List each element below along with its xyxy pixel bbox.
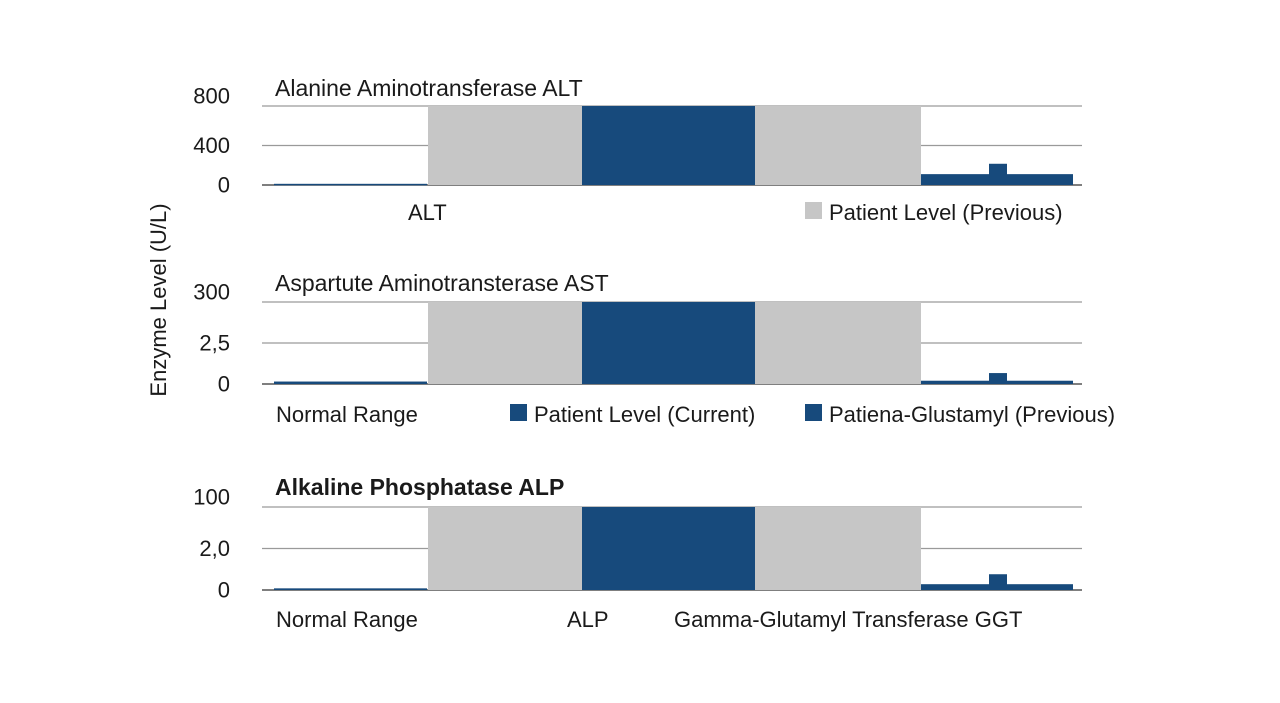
- panel-title: Aspartute Aminotransterase AST: [275, 270, 609, 296]
- bar-normal-range: [428, 106, 582, 185]
- legend-marker: [510, 404, 527, 421]
- bar-normal-range: [755, 507, 921, 590]
- bar-previous-level: [921, 380, 989, 384]
- y-tick-label: 2,0: [199, 536, 230, 561]
- y-axis-title: Enzyme Level (U/L): [146, 203, 171, 396]
- legend-marker: [805, 404, 822, 421]
- legend-label: ALP: [567, 607, 609, 632]
- bar-current-level: [582, 507, 755, 590]
- bar-previous-level: [989, 574, 1007, 590]
- y-tick-label: 100: [193, 485, 230, 510]
- legend-label: Patient Level (Current): [534, 402, 755, 427]
- bar-previous-level: [921, 584, 989, 590]
- panel-title: Alanine Aminotransferase ALT: [275, 75, 583, 101]
- y-tick-label: 0: [218, 372, 230, 397]
- bar-low-value: [274, 588, 362, 590]
- legend-label: Normal Range: [276, 402, 418, 427]
- legend-label: Gamma-Glutamyl Transferase GGT: [674, 607, 1022, 632]
- chart-panel-1: 800 400 0 Alanine Aminotransferase ALT ALT Pa…: [193, 75, 1082, 225]
- bar-previous-level: [1007, 174, 1073, 185]
- bar-previous-level: [921, 174, 989, 185]
- bar-normal-range: [428, 302, 582, 384]
- bar-low-value: [362, 183, 427, 186]
- bar-normal-range: [428, 507, 582, 590]
- bar-low-value: [274, 381, 362, 384]
- bar-current-level: [582, 106, 755, 185]
- bar-normal-range: [755, 302, 921, 384]
- bar-low-value: [274, 183, 362, 186]
- y-tick-label: 300: [193, 280, 230, 305]
- bar-previous-level: [1007, 584, 1073, 590]
- panel-title: Alkaline Phosphatase ALP: [275, 474, 564, 500]
- chart-panel-2: 300 2,5 0 Aspartute Aminotransterase AST Nor…: [193, 270, 1115, 427]
- chart-panel-3: 100 2,0 0 Alkaline Phosphatase ALP Normal Ra…: [193, 474, 1082, 632]
- legend-label: ALT: [408, 200, 447, 225]
- y-tick-label: 2,5: [199, 331, 230, 356]
- y-tick-label: 0: [218, 578, 230, 603]
- y-tick-label: 400: [193, 133, 230, 158]
- bar-normal-range: [755, 106, 921, 185]
- legend-label: Patient Level (Previous): [829, 200, 1063, 225]
- legend-label: Patiena-Glustamyl (Previous): [829, 402, 1115, 427]
- bar-previous-level: [989, 163, 1007, 185]
- y-tick-label: 0: [218, 173, 230, 198]
- bar-low-value: [362, 381, 427, 384]
- bar-low-value: [362, 588, 427, 590]
- y-tick-label: 800: [193, 84, 230, 109]
- bar-current-level: [582, 302, 755, 384]
- bar-previous-level: [989, 373, 1007, 384]
- legend-label: Normal Range: [276, 607, 418, 632]
- bar-previous-level: [1007, 380, 1073, 384]
- legend-marker: [805, 202, 822, 219]
